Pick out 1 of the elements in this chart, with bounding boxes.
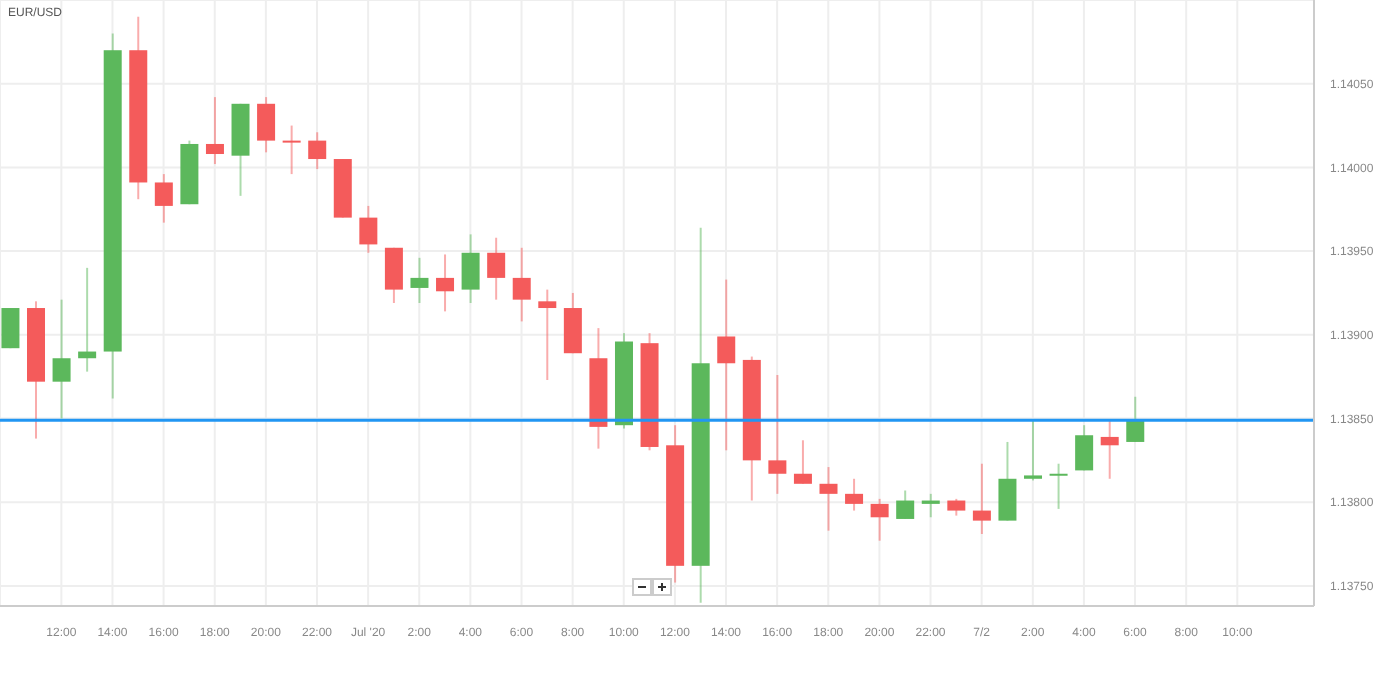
candlestick (1, 307, 20, 350)
